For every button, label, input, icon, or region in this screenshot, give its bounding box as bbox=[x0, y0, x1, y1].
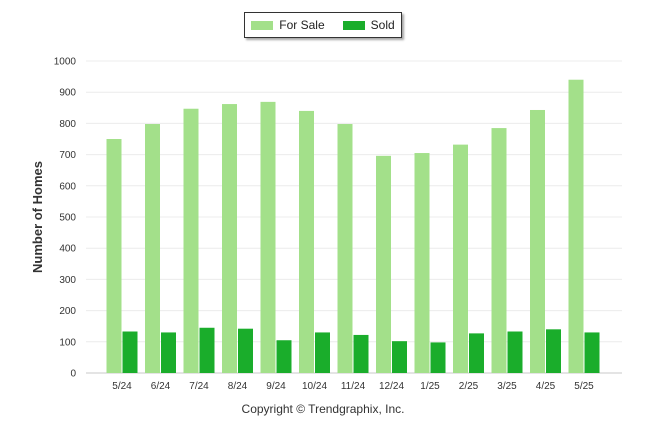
x-tick-label: 4/25 bbox=[536, 381, 556, 392]
x-axis-ticks: 5/24 6/24 7/24 8/24 9/24 10/24 11/24 12/24 1/25 2… bbox=[112, 381, 594, 392]
y-tick-label: 0 bbox=[70, 369, 76, 380]
legend-swatch-sold bbox=[342, 20, 365, 30]
bar-for-sale[interactable] bbox=[376, 155, 391, 373]
x-tick-label: 10/24 bbox=[302, 381, 327, 392]
x-tick-label: 8/24 bbox=[228, 381, 248, 392]
bar-sold[interactable] bbox=[199, 327, 215, 373]
x-tick-label: 12/24 bbox=[379, 381, 404, 392]
bar-sold[interactable] bbox=[546, 329, 561, 373]
bar-sold[interactable] bbox=[238, 328, 253, 373]
bar-for-sale[interactable] bbox=[299, 110, 314, 374]
bar-sold[interactable] bbox=[507, 331, 523, 373]
y-tick-label: 300 bbox=[59, 275, 76, 286]
bar-chart: 0 100 200 300 400 500 600 700 800 900 1000 5/24 6/2… bbox=[30, 57, 622, 392]
bar-for-sale[interactable] bbox=[414, 153, 430, 373]
x-tick-label: 5/24 bbox=[112, 381, 132, 392]
x-tick-label: 5/25 bbox=[574, 381, 594, 392]
y-tick-label: 100 bbox=[59, 337, 76, 348]
copyright-footer: Copyright © Trendgraphix, Inc. bbox=[241, 402, 405, 416]
bar-for-sale[interactable] bbox=[337, 124, 353, 373]
bar-sold[interactable] bbox=[353, 334, 369, 373]
x-tick-label: 3/25 bbox=[497, 381, 517, 392]
y-tick-label: 200 bbox=[59, 306, 76, 317]
y-tick-label: 500 bbox=[59, 213, 76, 224]
y-tick-label: 1000 bbox=[54, 57, 77, 68]
legend-item-for-sale[interactable]: For Sale bbox=[251, 18, 325, 32]
x-tick-label: 1/25 bbox=[420, 381, 440, 392]
bar-sold[interactable] bbox=[161, 332, 176, 373]
bars bbox=[106, 79, 600, 374]
legend-swatch-for-sale bbox=[251, 20, 274, 30]
bar-for-sale[interactable] bbox=[106, 139, 122, 373]
x-tick-label: 7/24 bbox=[189, 381, 209, 392]
y-tick-label: 900 bbox=[59, 88, 76, 99]
bar-sold[interactable] bbox=[315, 332, 330, 373]
bar-sold[interactable] bbox=[469, 333, 484, 373]
bar-sold[interactable] bbox=[584, 332, 600, 373]
y-axis-ticks: 0 100 200 300 400 500 600 700 800 900 1000 bbox=[54, 57, 77, 380]
x-tick-label: 2/25 bbox=[459, 381, 479, 392]
x-tick-label: 9/24 bbox=[266, 381, 286, 392]
bar-for-sale[interactable] bbox=[453, 144, 468, 373]
y-tick-label: 700 bbox=[59, 150, 76, 161]
legend-label-for-sale: For Sale bbox=[279, 18, 325, 32]
chart-legend: For Sale Sold bbox=[244, 12, 402, 38]
x-tick-label: 6/24 bbox=[151, 381, 171, 392]
bar-for-sale[interactable] bbox=[568, 79, 584, 373]
bar-sold[interactable] bbox=[276, 340, 292, 373]
bar-for-sale[interactable] bbox=[145, 124, 160, 373]
bar-for-sale[interactable] bbox=[260, 101, 276, 373]
bar-for-sale[interactable] bbox=[222, 104, 237, 373]
bar-for-sale[interactable] bbox=[530, 109, 545, 373]
bar-sold[interactable] bbox=[122, 331, 138, 373]
y-tick-label: 800 bbox=[59, 119, 76, 130]
bar-sold[interactable] bbox=[430, 342, 446, 373]
bar-for-sale[interactable] bbox=[183, 108, 199, 374]
x-tick-label: 11/24 bbox=[341, 381, 366, 392]
y-axis-label: Number of Homes bbox=[30, 161, 45, 273]
legend-item-sold[interactable]: Sold bbox=[342, 18, 395, 32]
y-tick-label: 600 bbox=[59, 181, 76, 192]
bar-sold[interactable] bbox=[392, 341, 407, 373]
legend-label-sold: Sold bbox=[370, 18, 395, 32]
y-tick-label: 400 bbox=[59, 244, 76, 255]
bar-for-sale[interactable] bbox=[491, 128, 507, 373]
